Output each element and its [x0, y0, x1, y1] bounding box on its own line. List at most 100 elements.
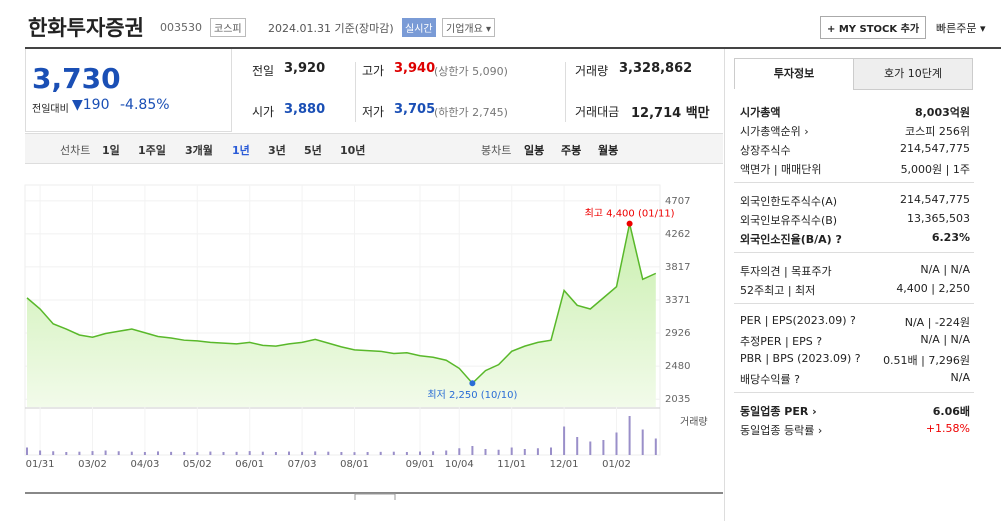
tab[interactable]: 호가 10단계: [853, 58, 973, 90]
period-option[interactable]: 3개월: [185, 144, 213, 157]
volume-bar: [261, 451, 264, 455]
info-row: 동일업종 등락률 › +1.58%: [740, 422, 970, 438]
period-option[interactable]: 1년: [232, 144, 250, 157]
stock-name: 한화투자증권: [28, 16, 144, 40]
x-tick-label: 11/01: [497, 459, 526, 470]
separator: [355, 62, 356, 122]
info-value: 6.23%: [931, 231, 970, 244]
volume-bar: [589, 441, 592, 455]
volume-bar: [484, 449, 487, 455]
info-row: 액면가 | 매매단위 5,000원 | 1주: [740, 161, 970, 177]
volume-bar: [39, 450, 42, 455]
y-tick-label: 4262: [665, 229, 690, 240]
date: 2024.01.31 기준(장마감): [268, 22, 394, 35]
period-option[interactable]: 일봉: [524, 144, 545, 157]
volume-bar: [628, 416, 631, 455]
info-row: 상장주식수 214,547,775: [740, 142, 970, 158]
section-divider: [734, 392, 974, 393]
info-row: 52주최고 | 최저 4,400 | 2,250: [740, 282, 970, 298]
company[interactable]: 기업개요 ▾: [442, 18, 495, 37]
price-line: [26, 223, 657, 385]
period-option[interactable]: 5년: [304, 144, 322, 157]
info-label: 시가총액순위 ›: [740, 125, 809, 138]
volume-bar: [117, 451, 120, 455]
volume-bar: [405, 452, 408, 455]
period-option[interactable]: 10년: [340, 144, 366, 157]
period-option[interactable]: 월봉: [598, 144, 619, 157]
period-option[interactable]: 주봉: [561, 144, 582, 157]
period-label: 봉차트: [481, 144, 512, 157]
volume-bar: [471, 446, 474, 455]
info-value: 13,365,503: [907, 212, 970, 225]
volume-bar: [52, 451, 55, 455]
info-label: 외국인소진율(B/A) ?: [740, 233, 842, 246]
volume-bar: [536, 448, 539, 455]
info-row: 배당수익률 ? N/A: [740, 371, 970, 387]
x-tick-label: 07/03: [288, 459, 317, 470]
info-label: PBR | BPS (2023.09) ?: [740, 352, 861, 365]
info-value: 4,400 | 2,250: [896, 282, 970, 295]
info-label: 배당수익률 ?: [740, 373, 800, 386]
info-value: N/A | -224원: [904, 316, 970, 329]
info-label: 외국인한도주식수(A): [740, 195, 838, 208]
panel-border: [724, 49, 725, 521]
mystock-button[interactable]: + MY STOCK 추가: [820, 16, 927, 39]
volume-bar: [392, 451, 395, 455]
x-tick-label: 10/04: [445, 459, 474, 470]
quote-value: 12,714 백만: [631, 106, 710, 121]
volume-bar: [327, 451, 330, 455]
info-row: 외국인한도주식수(A) 214,547,775: [740, 193, 970, 209]
info-row: PBR | BPS (2023.09) ? 0.51배 | 7,296원: [740, 352, 970, 367]
volume-bar: [222, 452, 225, 455]
volume-bar: [196, 452, 199, 455]
period-option[interactable]: 3년: [268, 144, 286, 157]
x-tick-label: 06/01: [235, 459, 264, 470]
volume-bar: [26, 447, 28, 455]
volume-bar: [563, 426, 566, 455]
volume-bar: [340, 452, 343, 455]
period-option[interactable]: 1일: [102, 144, 120, 157]
volume-label: 거래량: [680, 416, 708, 428]
min-label: 최저 2,250 (10/10): [427, 389, 517, 401]
quick-order[interactable]: 빠른주문 ▾: [936, 22, 986, 35]
price-box: [25, 49, 232, 132]
volume-bar: [523, 449, 526, 455]
volume-bar: [445, 450, 448, 455]
quote-value: 3,940: [394, 61, 436, 76]
info-row: 시가총액 8,003억원: [740, 104, 970, 120]
tab[interactable]: 투자정보: [734, 58, 854, 89]
x-tick-label: 05/02: [183, 459, 212, 470]
period-option[interactable]: 1주일: [138, 144, 166, 157]
divider: [25, 47, 1001, 49]
info-label: 투자의견 | 목표주가: [740, 265, 832, 278]
info-label: PER | EPS(2023.09) ?: [740, 314, 856, 327]
volume-bar: [458, 448, 461, 455]
info-row: PER | EPS(2023.09) ? N/A | -224원: [740, 314, 970, 329]
volume-bar: [353, 452, 356, 455]
info-row: 시가총액순위 › 코스피 256위: [740, 123, 970, 139]
market: 코스피: [210, 18, 246, 37]
info-value: 코스피 256위: [905, 125, 970, 138]
x-tick-label: 08/01: [340, 459, 369, 470]
volume-bar: [432, 451, 435, 455]
period-bar: [25, 133, 723, 164]
info-value: N/A | N/A: [920, 263, 970, 276]
info-label: 액면가 | 매매단위: [740, 163, 822, 176]
volume-bar: [78, 451, 81, 455]
section-divider: [734, 252, 974, 253]
collapse-button[interactable]: [354, 493, 396, 500]
volume-bar: [274, 452, 277, 455]
y-tick-label: 4707: [665, 196, 690, 207]
info-row: 투자의견 | 목표주가 N/A | N/A: [740, 263, 970, 279]
price: 3,730: [32, 62, 121, 95]
realtime[interactable]: 실시간: [402, 18, 436, 37]
quote-extra: (하한가 2,745): [434, 106, 508, 119]
y-tick-label: 2480: [665, 361, 690, 372]
x-tick-label: 01/31: [26, 459, 55, 470]
section-divider: [734, 303, 974, 304]
volume-bar: [248, 451, 251, 455]
volume-bar: [366, 452, 369, 455]
info-value: 6.06배: [932, 405, 970, 418]
y-tick-label: 3817: [665, 262, 690, 273]
